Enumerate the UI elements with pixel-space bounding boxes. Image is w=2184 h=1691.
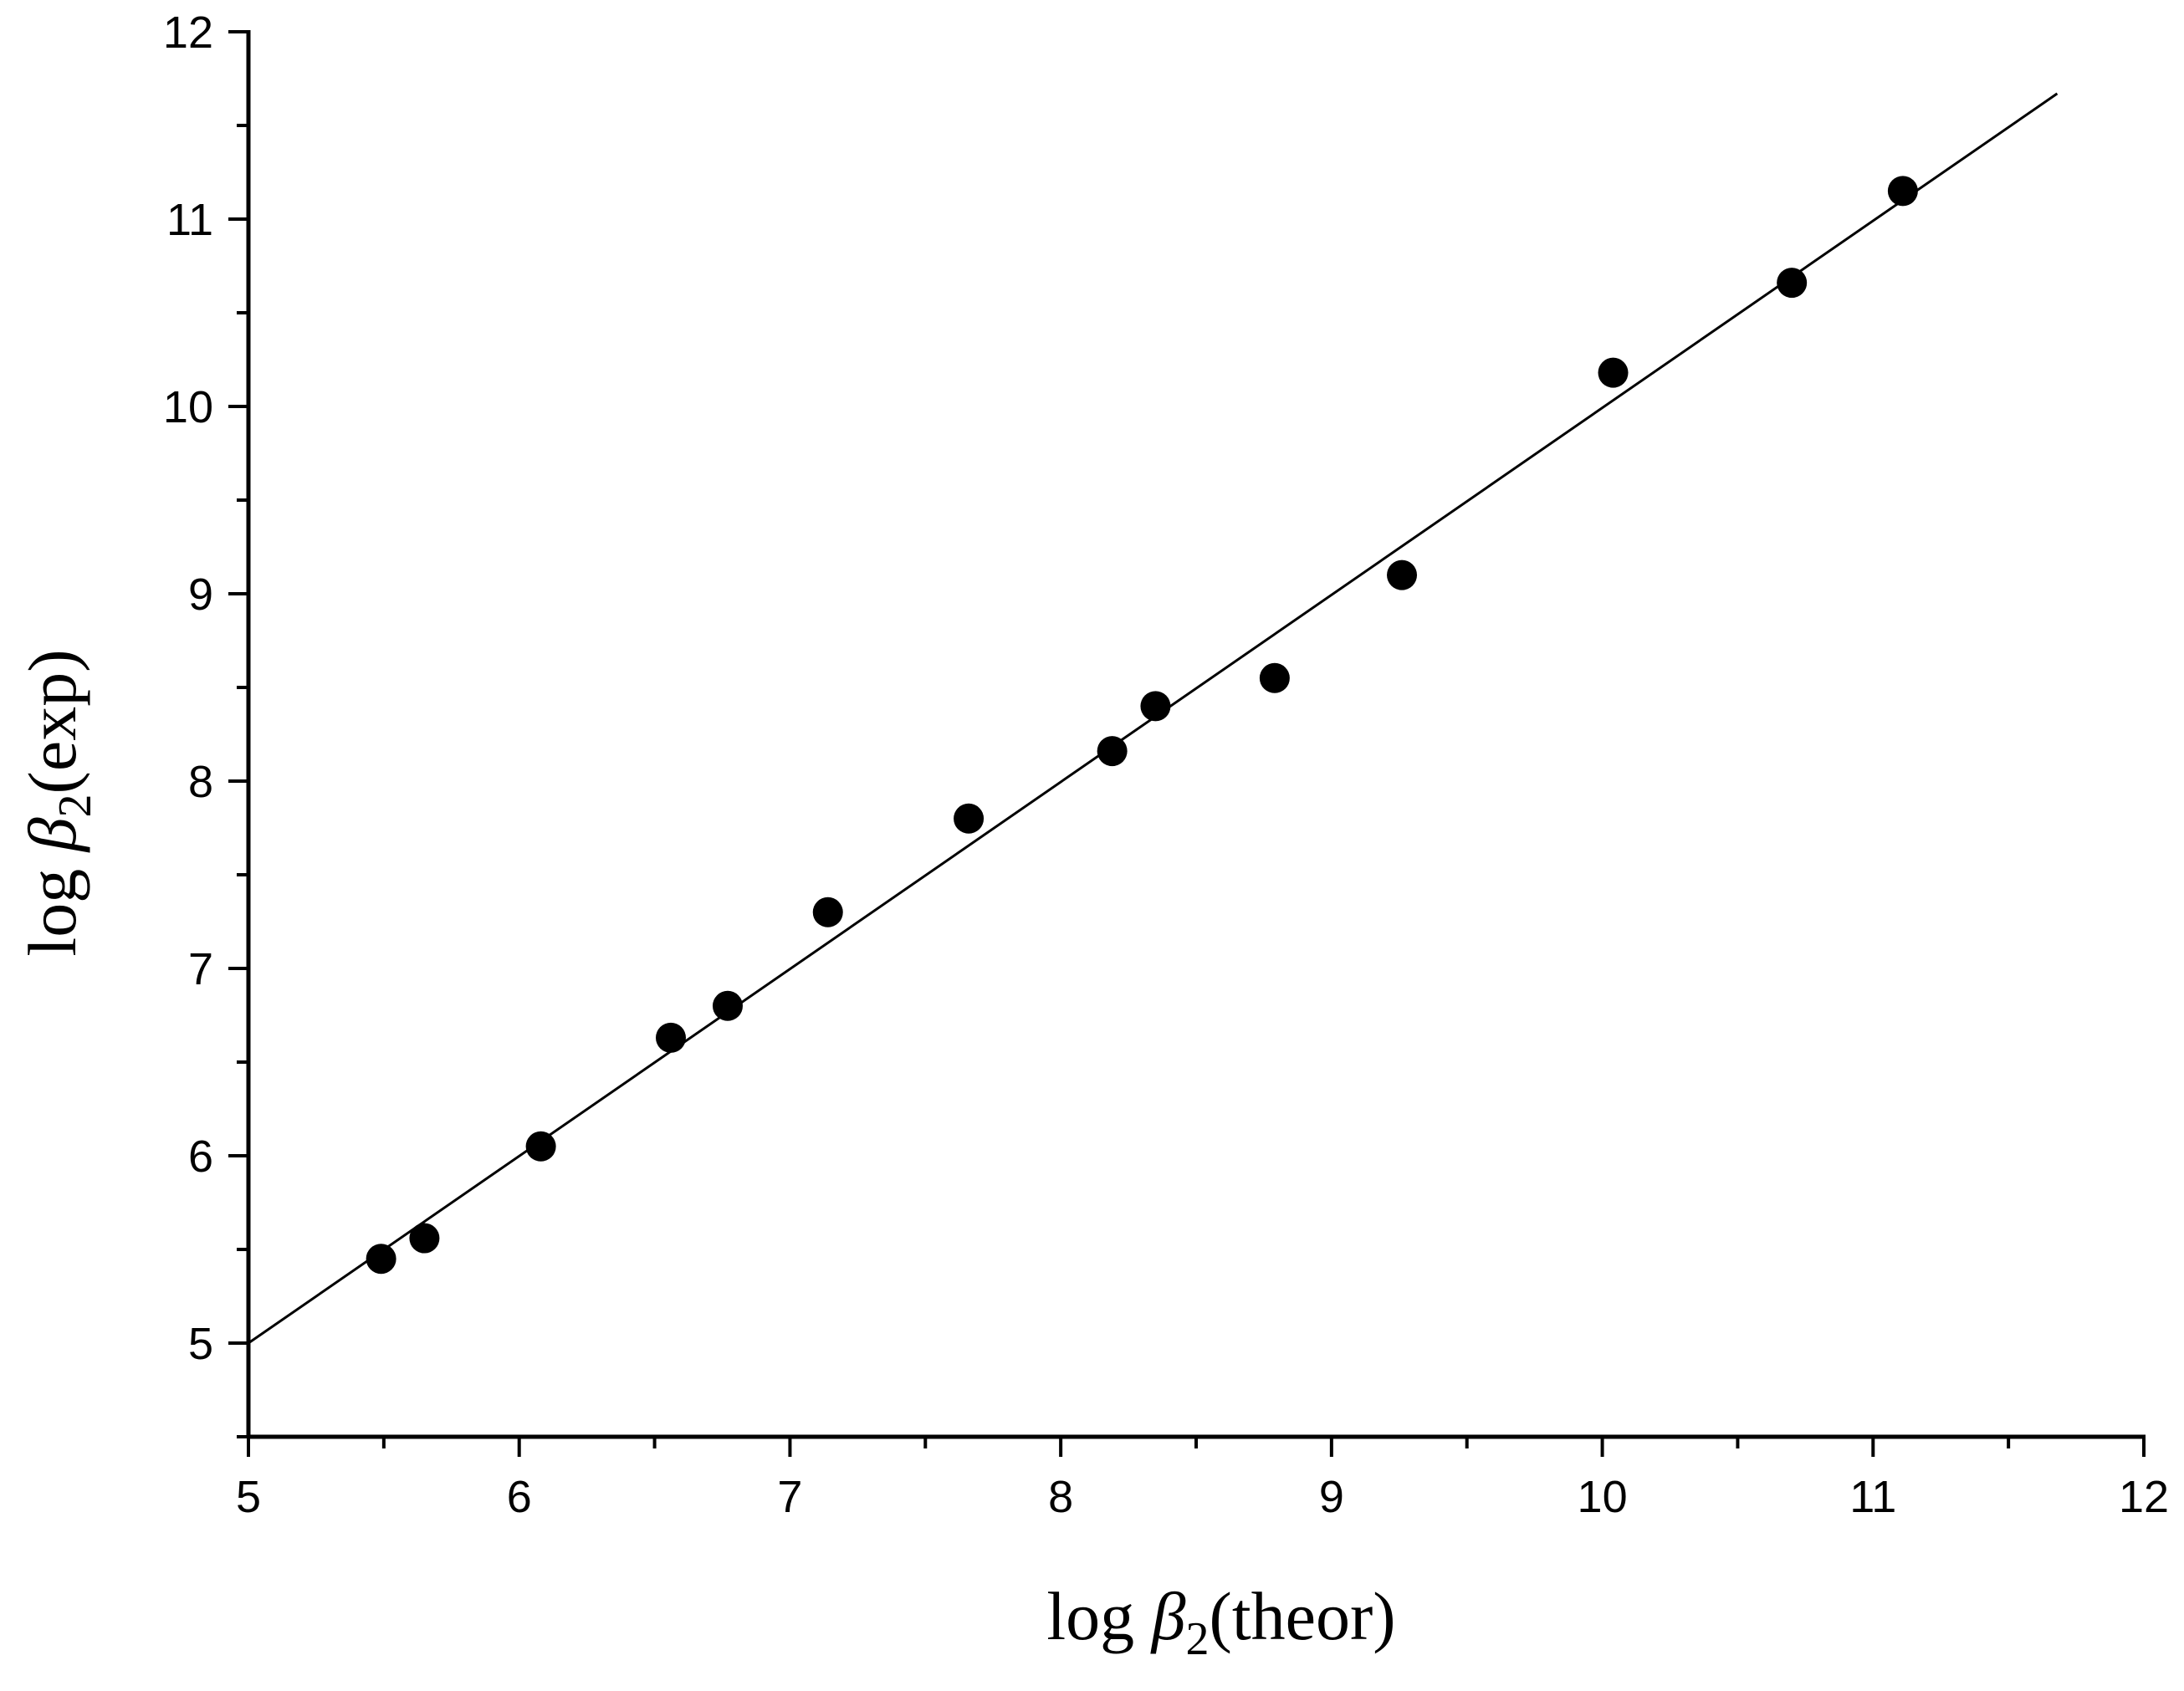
x-tick-label: 10 [1578,1472,1628,1522]
data-points [366,176,1918,1275]
x-tick-label: 5 [236,1472,261,1522]
x-axis-title: log β2(theor) [1046,1578,1395,1665]
data-point [1887,176,1918,207]
x-tick-label: 7 [777,1472,802,1522]
y-tick-label: 11 [166,195,213,245]
data-point [409,1223,440,1254]
data-point [655,1022,686,1053]
y-tick-label: 7 [188,944,213,994]
data-point [366,1244,396,1275]
y-tick-label: 5 [188,1319,213,1369]
axes: 5 6 7 8 9 10 11 12 5 6 7 8 9 10 11 12 [163,8,2169,1522]
y-tick-label: 12 [163,8,213,58]
data-point [812,897,843,927]
x-tick-label: 6 [507,1472,532,1522]
data-point [525,1131,556,1162]
y-tick-label: 9 [188,570,213,620]
data-point [1097,736,1128,767]
x-tick-label: 8 [1048,1472,1073,1522]
x-tick-label: 9 [1319,1472,1344,1522]
x-tick-label: 12 [2119,1472,2169,1522]
y-tick-label: 10 [163,382,213,432]
data-point [954,803,985,834]
y-tick-label: 8 [188,757,213,807]
data-point [1598,357,1629,388]
data-point [1259,662,1290,693]
data-point [712,990,743,1021]
data-point [1777,268,1808,299]
y-tick-label: 6 [188,1132,213,1182]
y-axis-title: log β2(exp) [14,649,101,956]
data-point [1140,691,1171,722]
x-tick-label: 11 [1849,1472,1896,1522]
data-point [1387,559,1418,590]
